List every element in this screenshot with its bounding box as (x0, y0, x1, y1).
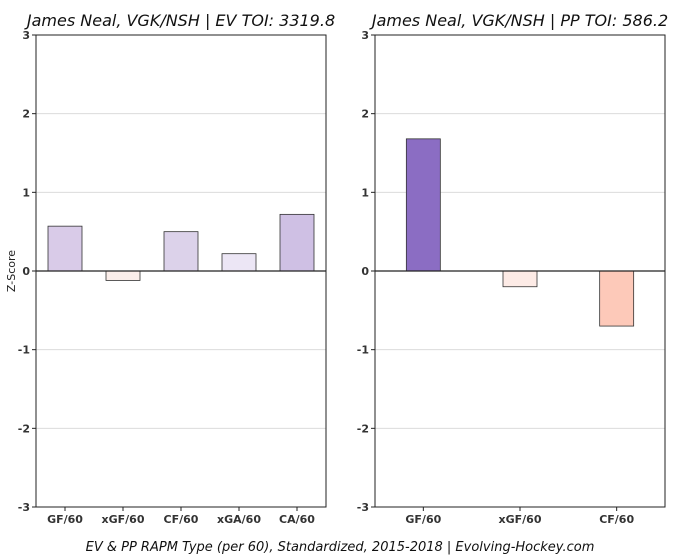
y-tick-label: 0 (361, 265, 369, 278)
right-bar-gf-per-60 (405, 138, 441, 272)
y-tick-label: -3 (18, 501, 30, 514)
figure-caption: EV & PP RAPM Type (per 60), Standardized… (86, 540, 595, 555)
plot-frame (374, 34, 666, 508)
y-tick-label: 2 (22, 108, 30, 121)
y-tick-label: 1 (361, 186, 369, 199)
left-chart-title: James Neal, VGK/NSH | EV TOI: 3319.8 (24, 11, 335, 30)
y-tick-label: 3 (22, 29, 30, 42)
y-tick-label: -1 (18, 344, 30, 357)
right-bar-xgf-per-60 (502, 270, 538, 288)
left-bar-gf-per-60 (47, 225, 83, 272)
y-tick-label: 0 (22, 265, 30, 278)
left-bar-xgf-per-60 (105, 270, 141, 281)
x-tick-label: xGF/60 (102, 513, 145, 526)
x-tick-label: CF/60 (164, 513, 199, 526)
y-tick-label: -2 (357, 422, 369, 435)
x-tick-label: CA/60 (279, 513, 315, 526)
left-bar-ca-per-60 (279, 213, 315, 272)
y-tick-label: 3 (361, 29, 369, 42)
plot-frame (35, 34, 327, 508)
right-bar-cf-per-60 (599, 270, 635, 327)
y-axis-label: Z-Score (5, 250, 18, 292)
x-tick-label: GF/60 (405, 513, 441, 526)
x-tick-label: xGF/60 (499, 513, 542, 526)
y-tick-label: -2 (18, 422, 30, 435)
right-chart-panel: -3 -2 -1 0 1 2 3 GF/60 xGF/60 CF/60 (357, 29, 666, 526)
left-bar-cf-per-60 (163, 231, 199, 272)
y-tick-label: 2 (361, 108, 369, 121)
x-tick-label: GF/60 (47, 513, 83, 526)
y-tick-label: -3 (357, 501, 369, 514)
y-tick-label: -1 (357, 344, 369, 357)
x-tick-label: CF/60 (599, 513, 634, 526)
y-tick-label: 1 (22, 186, 30, 199)
right-chart-title: James Neal, VGK/NSH | PP TOI: 586.2 (369, 11, 668, 30)
left-bar-xga-per-60 (221, 253, 257, 272)
left-chart-panel: -3 -2 -1 0 1 2 3 GF/60 xGF/60 CF/60 xGA/60 CA/60 (18, 29, 327, 526)
x-tick-label: xGA/60 (217, 513, 261, 526)
